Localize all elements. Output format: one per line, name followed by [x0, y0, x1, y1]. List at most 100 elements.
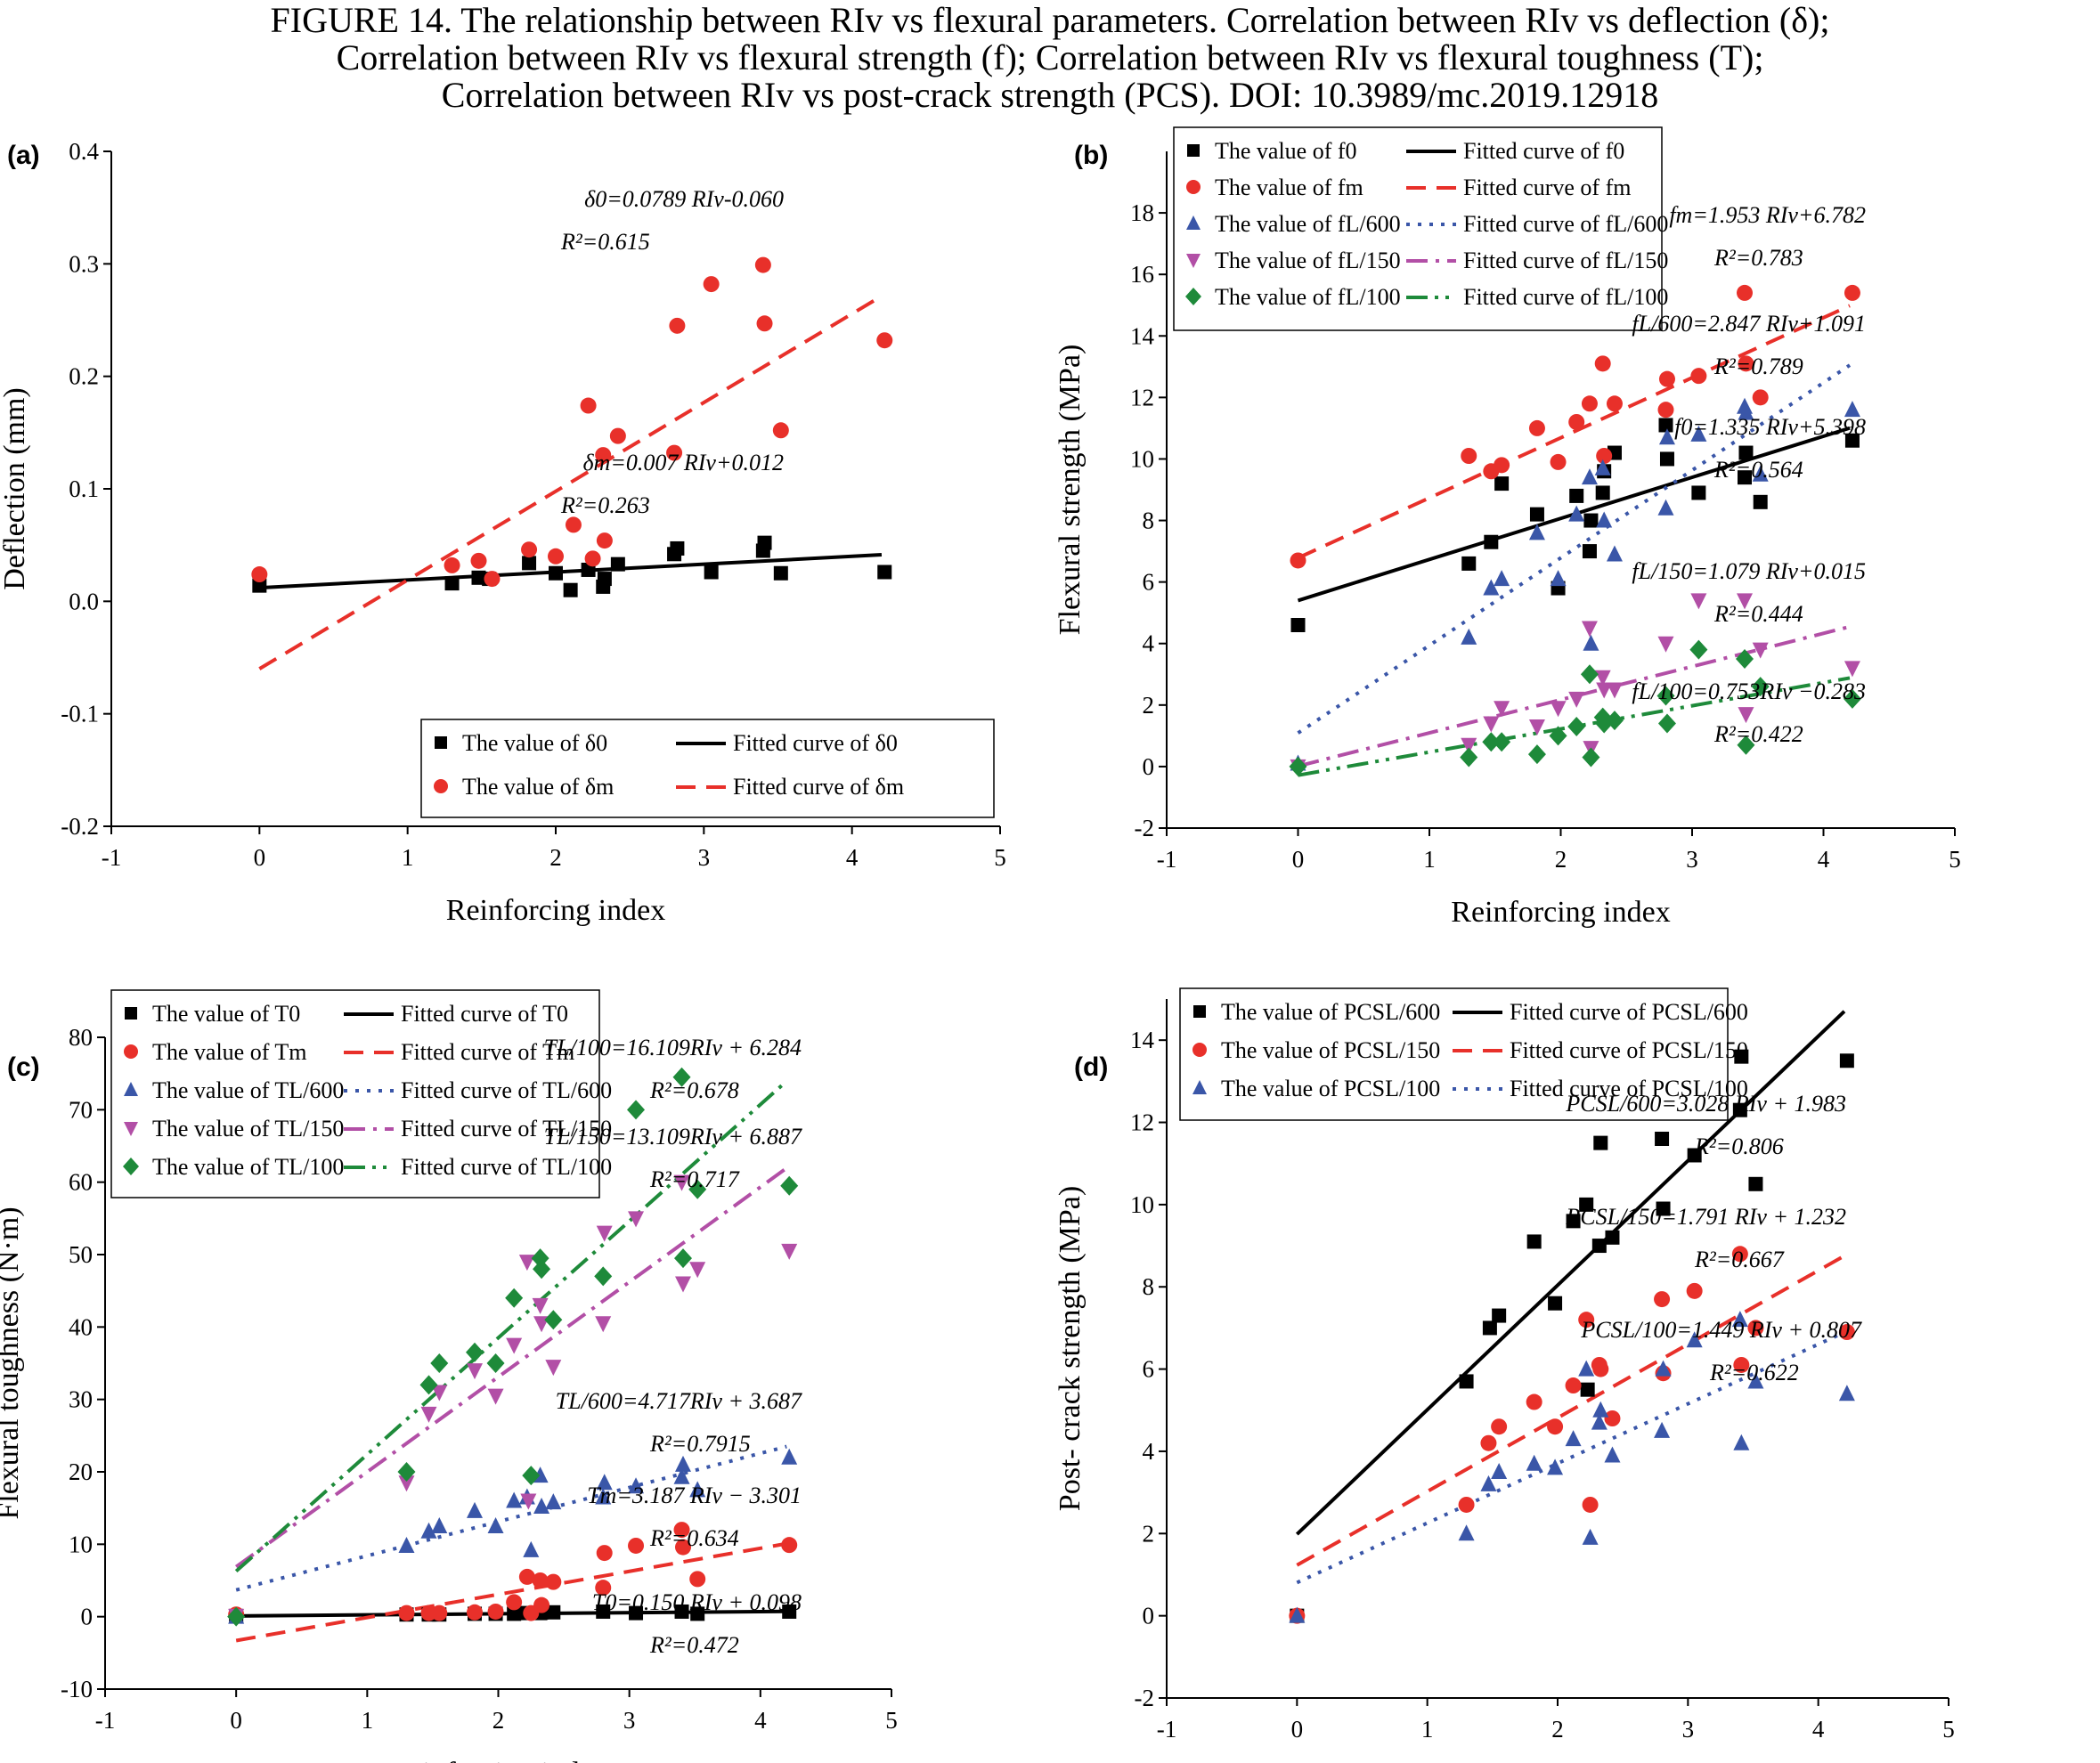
data-point: [1844, 284, 1860, 301]
fitted-line: [234, 1166, 788, 1569]
data-point: [1658, 418, 1673, 433]
data-point: [782, 1604, 797, 1619]
data-point: [1604, 1446, 1621, 1463]
data-point: [596, 1474, 613, 1491]
y-tick-label: 0.3: [69, 250, 99, 277]
panel-label: (a): [7, 141, 40, 170]
x-tick-label: 0: [1291, 1716, 1304, 1743]
fit-r-squared: R²=0.806: [1694, 1133, 1784, 1159]
data-point: [1657, 636, 1674, 653]
legend-label: Fitted curve of TL/600: [401, 1077, 612, 1103]
data-point: [1690, 368, 1707, 385]
data-series: [1289, 639, 1861, 776]
x-tick-label: 4: [1818, 846, 1830, 873]
data-point: [757, 535, 772, 550]
x-tick-label: 0: [254, 844, 266, 871]
fit-r-squared: R²=0.263: [560, 492, 650, 518]
data-point: [1736, 649, 1754, 669]
data-point: [1659, 451, 1674, 467]
y-tick-label: -0.1: [61, 701, 99, 727]
data-point: [672, 1067, 691, 1087]
data-point: [533, 1498, 550, 1515]
data-point: [420, 1406, 437, 1423]
data-point: [670, 540, 685, 556]
data-point: [1733, 1356, 1750, 1373]
legend-label: Fitted curve of f0: [1463, 138, 1624, 164]
x-tick-label: 4: [754, 1707, 767, 1734]
y-tick-label: 16: [1130, 261, 1154, 288]
data-point: [1458, 1496, 1475, 1513]
data-point: [675, 1455, 692, 1472]
data-point: [1738, 445, 1754, 460]
data-point: [1526, 1234, 1542, 1249]
data-point: [1493, 732, 1511, 752]
data-point: [1731, 1311, 1748, 1328]
data-point: [675, 1276, 692, 1293]
data-series: [228, 1522, 798, 1623]
x-tick-label: 3: [1682, 1716, 1695, 1743]
data-point: [1596, 682, 1613, 699]
legend-label: The value of T0: [152, 1001, 300, 1027]
data-point: [545, 1360, 562, 1377]
data-point: [430, 1353, 449, 1373]
data-point: [1657, 713, 1676, 734]
y-tick-label: 18: [1130, 199, 1154, 226]
data-point: [1580, 664, 1599, 685]
fit-equation: f0=1.335 RIv+5.398: [1674, 414, 1866, 440]
data-point: [1656, 1201, 1671, 1216]
data-point: [673, 1522, 690, 1539]
y-tick-label: 10: [1130, 1191, 1154, 1218]
data-point: [1528, 524, 1545, 540]
y-tick-label: 0: [1143, 1603, 1155, 1629]
data-point: [595, 1580, 612, 1596]
data-point: [419, 1375, 438, 1395]
data-point: [546, 1605, 561, 1620]
data-point: [1458, 1524, 1475, 1541]
data-point: [1606, 395, 1623, 412]
fit-equation: PCSL/600=3.028 RIv + 1.983: [1565, 1091, 1846, 1117]
legend-marker: [434, 779, 448, 793]
data-point: [1582, 1496, 1599, 1513]
data-point: [1529, 507, 1544, 522]
legend-marker: [435, 736, 447, 749]
data-series: [1290, 397, 1860, 771]
data-point: [1526, 1393, 1542, 1410]
data-point: [252, 578, 267, 593]
data-point: [595, 1316, 612, 1333]
y-tick-label: 6: [1143, 569, 1155, 596]
data-point: [1655, 1132, 1670, 1146]
x-tick-label: 1: [402, 844, 414, 871]
y-tick-label: 0.1: [69, 475, 99, 502]
caption-line-2: Correlation between RIv vs flexural stre…: [336, 37, 1764, 77]
data-point: [689, 1571, 706, 1588]
fit-r-squared: R²=0.564: [1713, 457, 1803, 483]
data-point: [1581, 621, 1598, 638]
data-point: [1606, 682, 1623, 699]
data-point: [1480, 1434, 1497, 1451]
data-point: [1596, 448, 1613, 464]
data-point: [1838, 1385, 1855, 1401]
fit-equation: fm=1.953 RIv+6.782: [1669, 202, 1866, 228]
data-point: [398, 1536, 415, 1553]
data-point: [673, 1174, 690, 1191]
x-tick-label: 5: [885, 1707, 898, 1734]
panel-label: (d): [1074, 1052, 1108, 1082]
legend-marker: [123, 1158, 139, 1175]
y-tick-label: 40: [69, 1313, 93, 1340]
data-point: [675, 1539, 692, 1556]
y-tick-label: 0: [81, 1604, 94, 1630]
data-point: [1547, 1458, 1564, 1475]
legend-marker: [1185, 288, 1201, 305]
y-tick-label: 10: [69, 1531, 93, 1557]
legend-label: The value of Tm: [152, 1039, 307, 1065]
fitted-line: [235, 1541, 787, 1643]
fit-equation: fL/100=0.753RIv −0.283: [1632, 678, 1866, 704]
data-point: [1550, 570, 1567, 587]
data-point: [629, 1605, 644, 1621]
data-point: [1494, 476, 1510, 492]
data-point: [1583, 634, 1599, 651]
data-point: [1492, 1308, 1507, 1323]
fitted-line: [234, 1079, 788, 1573]
data-point: [1686, 1331, 1703, 1348]
